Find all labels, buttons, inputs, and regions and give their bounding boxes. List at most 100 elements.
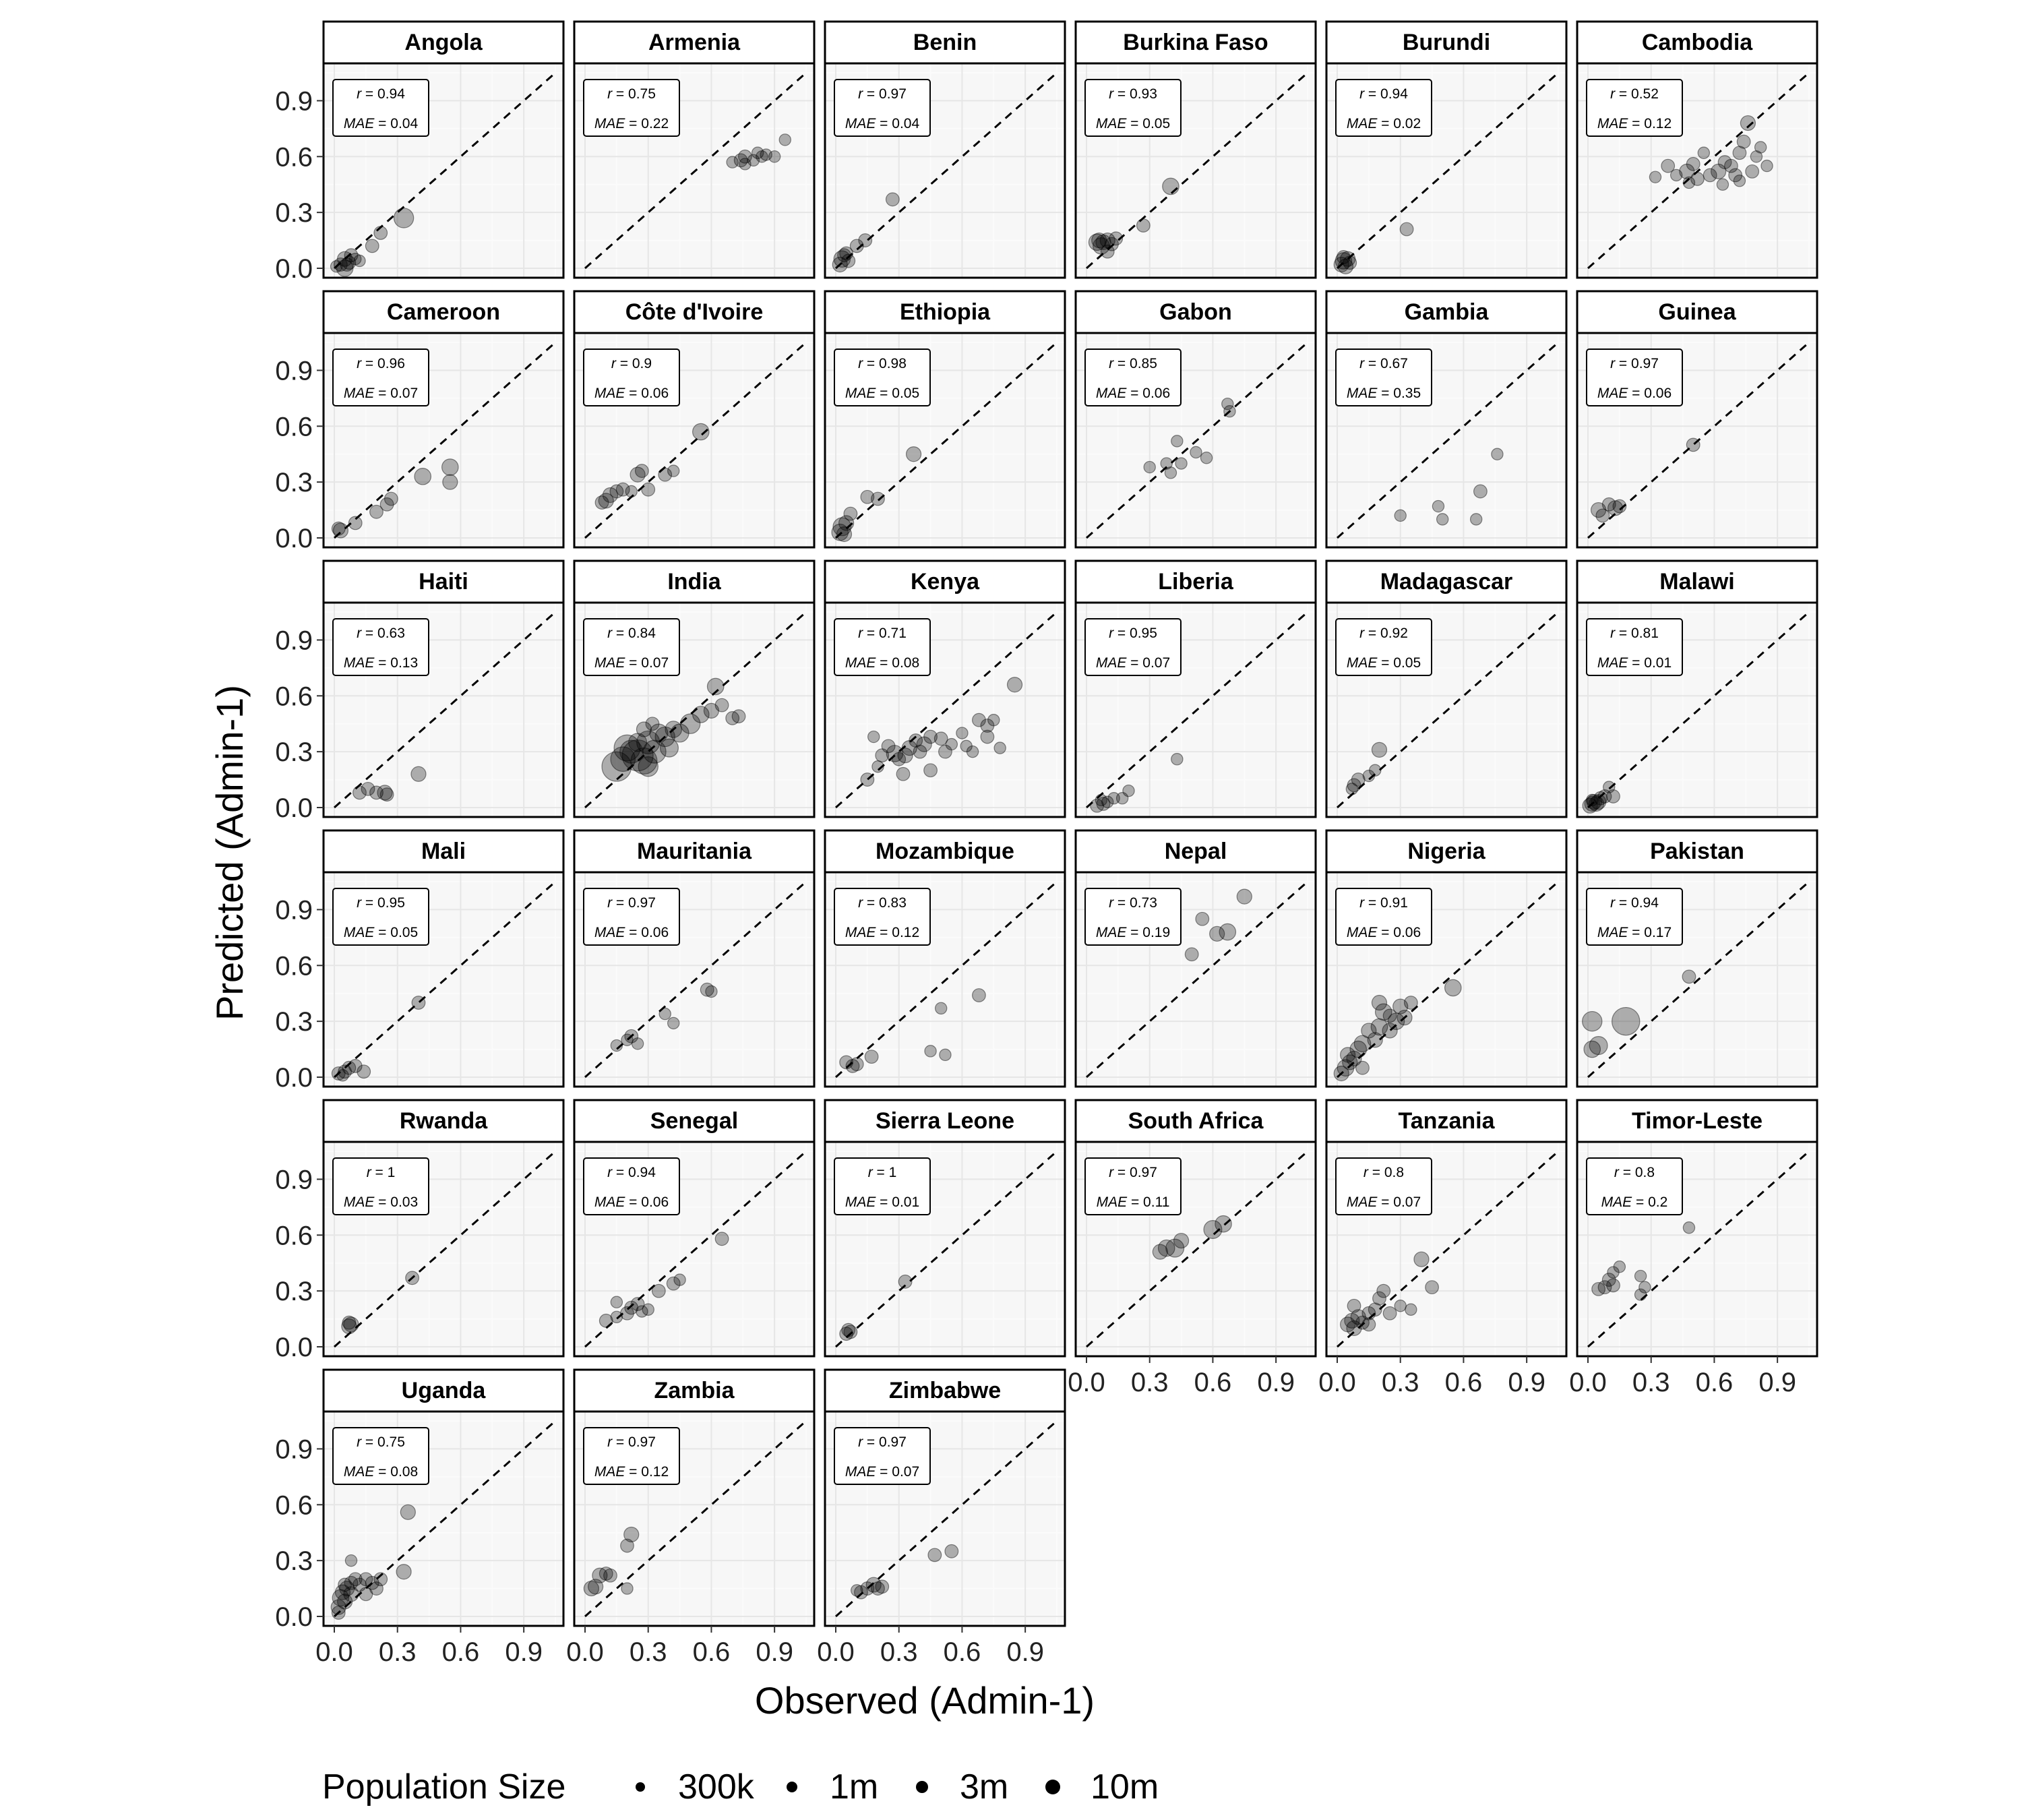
data-point bbox=[1171, 752, 1184, 766]
data-point bbox=[1682, 1221, 1696, 1234]
data-point bbox=[1491, 448, 1504, 460]
y-tick-label: 0.3 bbox=[275, 1546, 313, 1576]
stat-r: r = 0.85 bbox=[1109, 356, 1157, 371]
data-point bbox=[927, 1548, 942, 1563]
facet-strip bbox=[1576, 559, 1818, 604]
data-point bbox=[1634, 1269, 1647, 1283]
data-point bbox=[337, 1594, 353, 1610]
stat-mae: MAE = 0.06 bbox=[1096, 386, 1170, 401]
data-point bbox=[1090, 798, 1105, 813]
facet-panel-haiti: Haiti r = 0.63 MAE = 0.13 0.0 0.3 0.6 0.9 bbox=[275, 559, 565, 823]
data-point bbox=[1745, 164, 1760, 179]
population-size-legend: Population Size 300k 1m 3m 10m bbox=[322, 1767, 1159, 1807]
panel-border bbox=[573, 332, 816, 549]
data-point bbox=[1432, 499, 1445, 513]
identity-reference-line bbox=[334, 71, 556, 270]
legend-key-3m bbox=[916, 1781, 928, 1793]
data-point bbox=[733, 153, 748, 168]
data-point bbox=[987, 713, 1000, 727]
data-point bbox=[361, 781, 375, 796]
y-tick-label: 0.9 bbox=[275, 86, 313, 116]
data-point bbox=[1711, 163, 1727, 179]
data-point bbox=[642, 739, 667, 764]
data-point bbox=[909, 733, 923, 748]
data-point bbox=[1760, 159, 1773, 173]
identity-reference-line bbox=[835, 611, 1058, 809]
data-point bbox=[1612, 499, 1627, 514]
data-point bbox=[1173, 1232, 1190, 1249]
identity-reference-line bbox=[1587, 341, 1810, 539]
data-point bbox=[1337, 258, 1354, 274]
stat-mae: MAE = 0.04 bbox=[344, 116, 419, 131]
data-point bbox=[1716, 178, 1729, 191]
data-point bbox=[601, 751, 632, 782]
data-point bbox=[1333, 1065, 1349, 1082]
facet-panel-zimbabwe: Zimbabwe r = 0.97 MAE = 0.07 0.0 0.3 0.6 0.9 bbox=[817, 1368, 1066, 1667]
stat-r: r = 0.81 bbox=[1610, 626, 1659, 641]
y-tick-label: 0.6 bbox=[275, 1221, 313, 1250]
data-point bbox=[1175, 457, 1188, 470]
facet-panel-angola: Angola r = 0.94 MAE = 0.04 0.0 0.3 0.6 0.9 bbox=[275, 20, 565, 284]
data-point bbox=[1392, 998, 1409, 1014]
data-point bbox=[934, 1002, 948, 1015]
stats-box bbox=[332, 618, 429, 676]
identity-reference-line bbox=[1337, 611, 1559, 809]
stat-mae: MAE = 0.11 bbox=[1097, 1194, 1170, 1210]
data-point bbox=[620, 1538, 634, 1553]
facet-strip bbox=[1074, 559, 1317, 604]
data-point bbox=[1382, 1008, 1397, 1023]
data-point bbox=[700, 982, 714, 997]
identity-reference-line bbox=[1086, 880, 1308, 1079]
data-point bbox=[332, 522, 348, 539]
data-point bbox=[634, 464, 649, 478]
facet-strip bbox=[824, 20, 1066, 65]
data-point bbox=[1686, 156, 1701, 171]
data-point bbox=[1583, 1040, 1601, 1058]
facet-panels: Angola r = 0.94 MAE = 0.04 0.0 0.3 0.6 0.9 Arme… bbox=[275, 20, 1818, 1667]
data-point bbox=[1661, 158, 1676, 173]
data-point bbox=[692, 706, 710, 723]
identity-reference-line bbox=[334, 880, 556, 1079]
identity-reference-line bbox=[334, 1420, 556, 1618]
stats-box bbox=[332, 888, 429, 946]
x-tick-label: 0.0 bbox=[1318, 1368, 1356, 1397]
panel-border bbox=[322, 1141, 565, 1358]
data-point bbox=[379, 497, 394, 512]
data-point bbox=[1607, 1266, 1620, 1279]
data-point bbox=[659, 738, 679, 758]
panel-border bbox=[573, 1410, 816, 1627]
data-point bbox=[923, 763, 938, 778]
data-point bbox=[1690, 172, 1705, 186]
data-point bbox=[1165, 1238, 1185, 1258]
facet-strip-label: Zimbabwe bbox=[889, 1378, 1001, 1403]
facet-strip bbox=[573, 559, 816, 604]
data-point bbox=[333, 257, 348, 272]
stat-r: r = 0.96 bbox=[357, 356, 405, 371]
data-point bbox=[1425, 1280, 1439, 1295]
stats-box bbox=[1335, 1157, 1432, 1215]
data-point bbox=[1606, 1278, 1620, 1293]
stat-r: r = 0.8 bbox=[1364, 1165, 1404, 1180]
data-point bbox=[396, 1564, 412, 1580]
data-point bbox=[841, 253, 856, 268]
data-point bbox=[330, 260, 343, 273]
data-point bbox=[1093, 237, 1110, 255]
facet-panel-guinea: Guinea r = 0.97 MAE = 0.06 bbox=[1576, 290, 1818, 549]
facet-strip-label: Kenya bbox=[911, 569, 980, 595]
data-point bbox=[1369, 764, 1382, 777]
stat-mae: MAE = 0.07 bbox=[594, 655, 669, 671]
identity-reference-line bbox=[835, 1150, 1058, 1348]
data-point bbox=[1469, 513, 1483, 526]
data-point bbox=[939, 1048, 952, 1062]
stat-mae: MAE = 0.07 bbox=[845, 1464, 919, 1480]
data-point bbox=[1403, 996, 1418, 1010]
data-point bbox=[898, 1274, 913, 1289]
x-tick-label: 0.6 bbox=[442, 1637, 480, 1667]
data-point bbox=[1353, 1035, 1372, 1053]
data-point bbox=[747, 154, 760, 167]
data-point bbox=[613, 734, 641, 762]
data-point bbox=[839, 246, 854, 261]
data-point bbox=[1236, 888, 1252, 905]
data-point bbox=[1203, 1219, 1223, 1239]
x-tick-label: 0.3 bbox=[1632, 1368, 1670, 1397]
